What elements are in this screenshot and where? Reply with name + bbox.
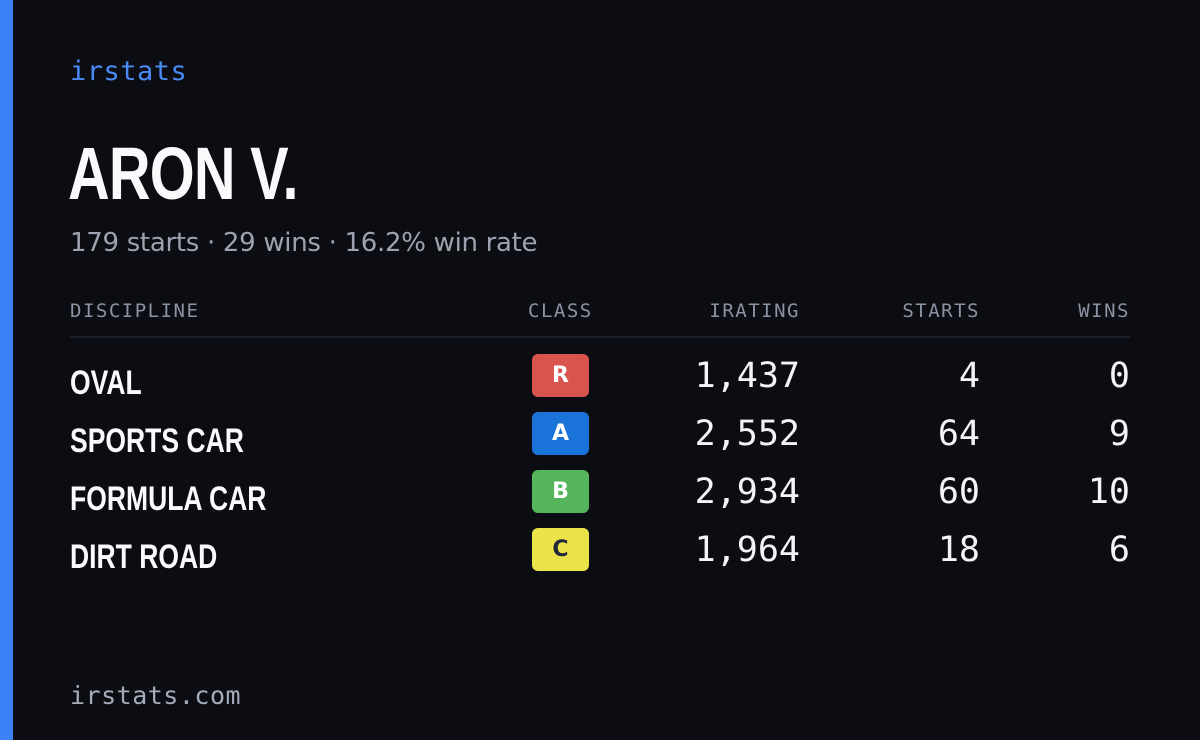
wins-value: 9: [1108, 414, 1130, 454]
discipline-name: OVAL: [70, 364, 142, 402]
table-row-formula-car: FORMULA CAR B 2,934 60 10: [70, 470, 1130, 528]
license-class-badge: R: [532, 354, 589, 397]
wins-value: 6: [1108, 530, 1130, 570]
license-class-badge: B: [532, 470, 589, 513]
table-body: OVAL R 1,437 4 0 SPORTS CAR A 2,552 64 9…: [70, 354, 1130, 586]
table-row-dirt-road: DIRT ROAD C 1,964 18 6: [70, 528, 1130, 586]
footer-url: irstats.com: [70, 681, 242, 710]
header-starts: STARTS: [902, 300, 980, 322]
irating-value: 1,964: [694, 530, 800, 570]
starts-value: 64: [937, 414, 980, 454]
discipline-name: SPORTS CAR: [70, 422, 244, 460]
table-header: DISCIPLINE CLASS IRATING STARTS WINS: [70, 296, 1130, 338]
starts-value: 60: [937, 472, 980, 512]
header-discipline: DISCIPLINE: [70, 300, 200, 322]
driver-name: ARON V.: [68, 132, 299, 215]
irating-value: 2,552: [694, 414, 800, 454]
irating-value: 2,934: [694, 472, 800, 512]
discipline-name: FORMULA CAR: [70, 480, 267, 518]
driver-summary: 179 starts · 29 wins · 16.2% win rate: [70, 228, 538, 258]
license-class-badge: C: [532, 528, 589, 571]
accent-bar: [0, 0, 13, 740]
license-class-badge: A: [532, 412, 589, 455]
discipline-name: DIRT ROAD: [70, 538, 218, 576]
table-row-sports-car: SPORTS CAR A 2,552 64 9: [70, 412, 1130, 470]
table-row-oval: OVAL R 1,437 4 0: [70, 354, 1130, 412]
starts-value: 4: [958, 356, 980, 396]
wins-value: 0: [1108, 356, 1130, 396]
wins-value: 10: [1087, 472, 1130, 512]
brand-logo-text: irstats: [70, 56, 188, 87]
discipline-table: DISCIPLINE CLASS IRATING STARTS WINS OVA…: [70, 296, 1130, 586]
header-class: CLASS: [528, 300, 593, 322]
irating-value: 1,437: [694, 356, 800, 396]
header-irating: IRATING: [709, 300, 800, 322]
starts-value: 18: [937, 530, 980, 570]
header-wins: WINS: [1078, 300, 1130, 322]
